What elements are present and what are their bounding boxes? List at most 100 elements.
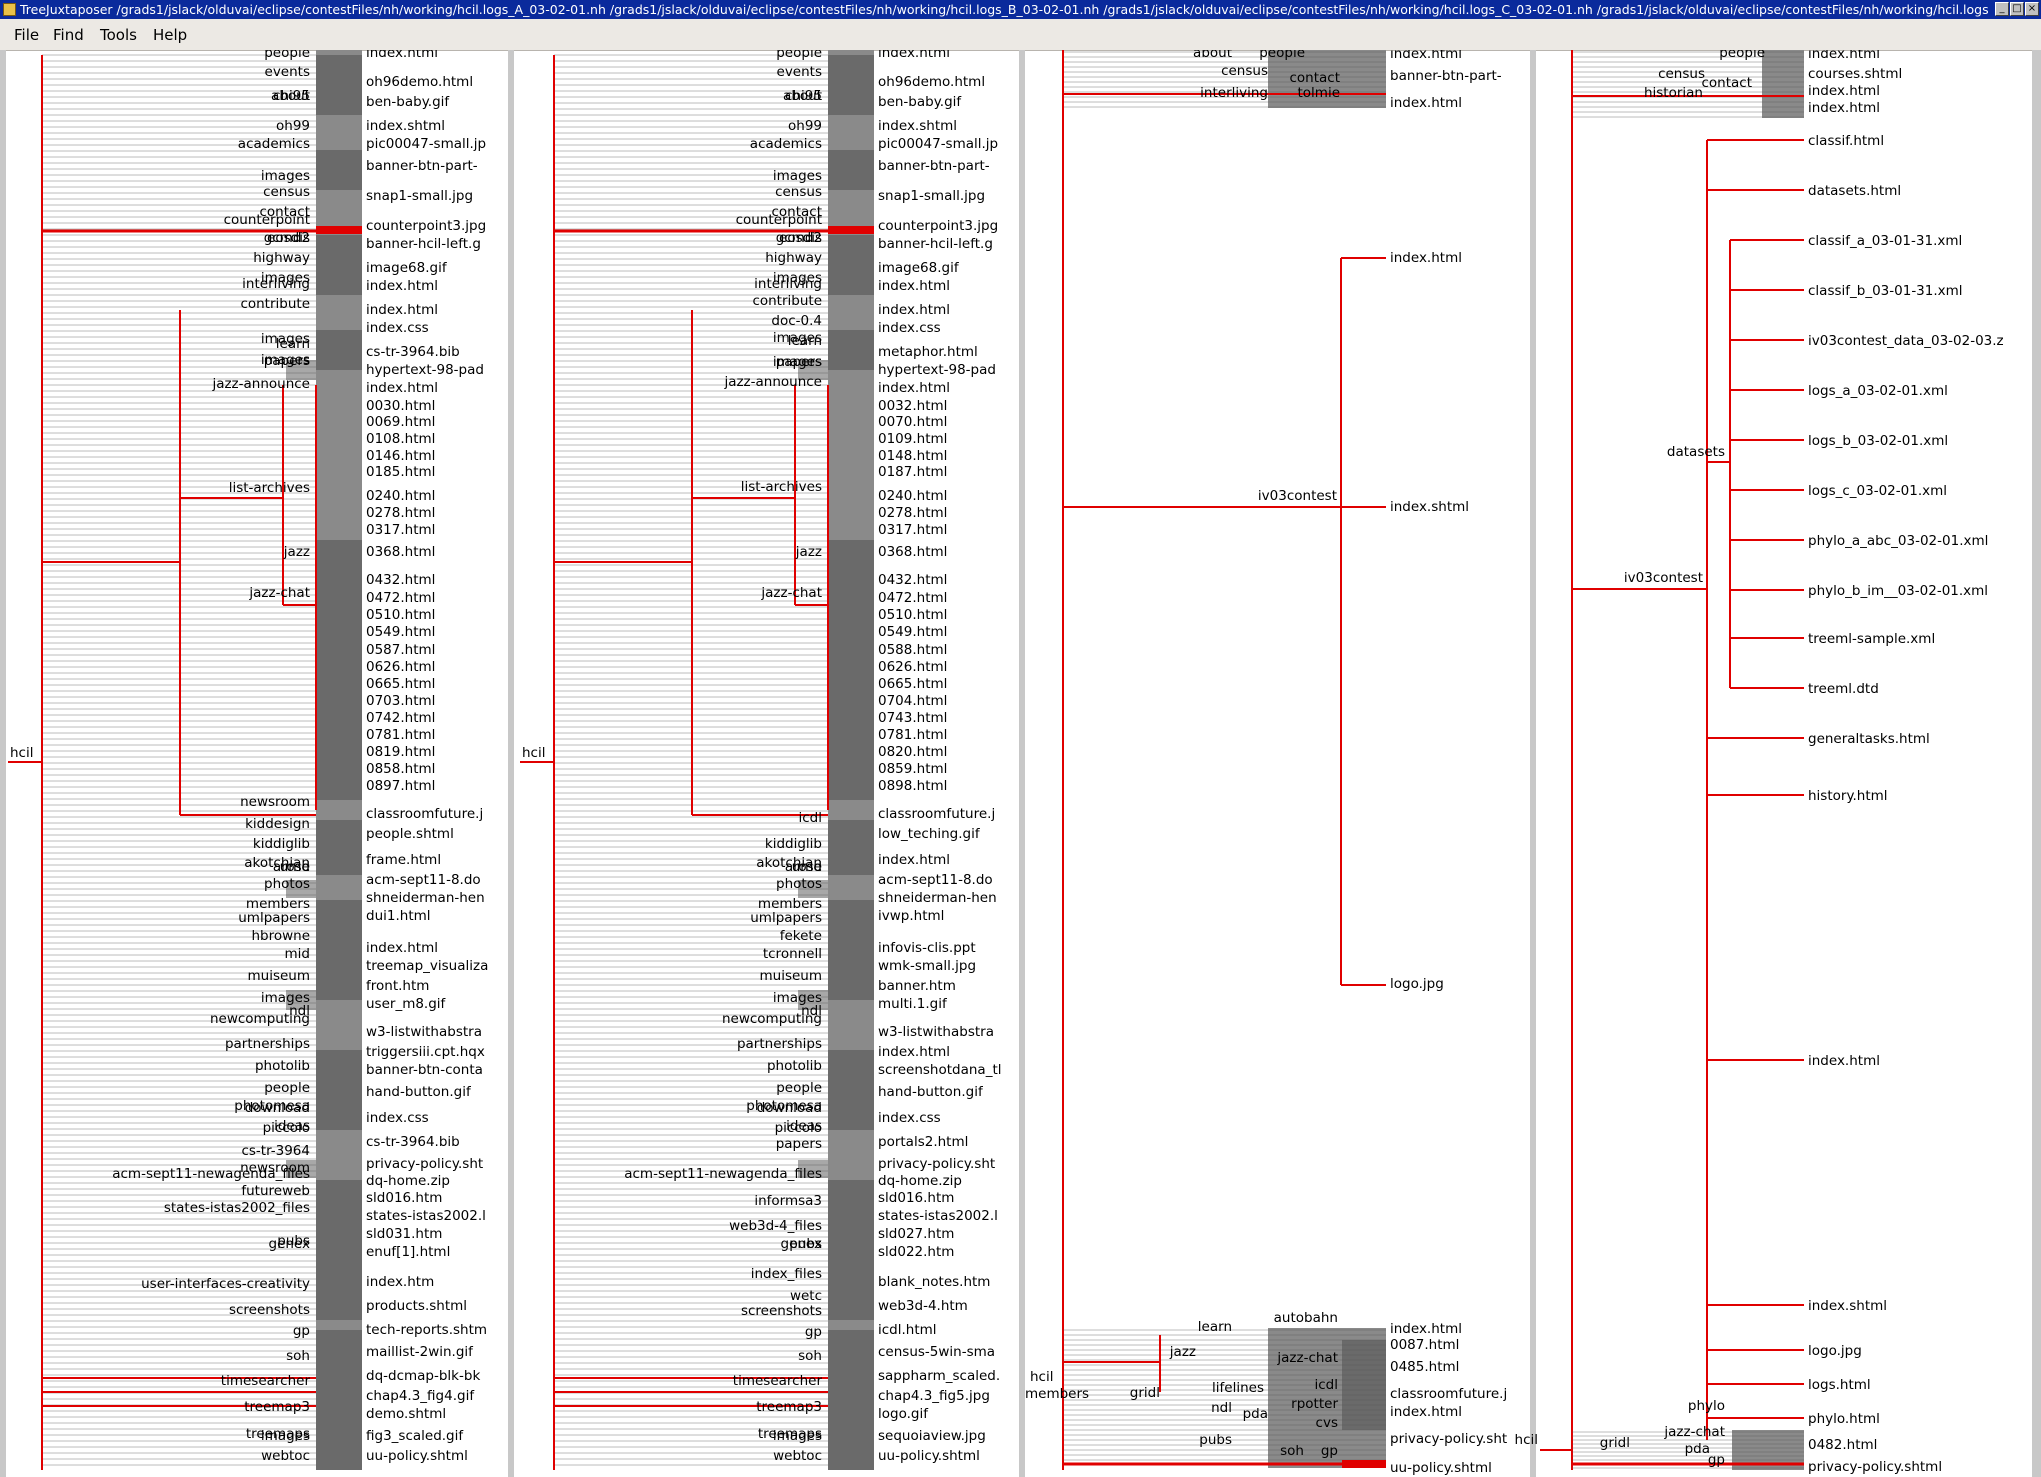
leaf-label[interactable]: index.shtml (1390, 499, 1469, 515)
tree-node-label[interactable]: arose (273, 859, 310, 875)
leaf-label[interactable]: index.html (366, 278, 438, 294)
tree-node-label[interactable]: icdl (1315, 1377, 1339, 1393)
leaf-label[interactable]: dui1.html (366, 908, 431, 924)
leaf-label[interactable]: logs_a_03-02-01.xml (1808, 383, 1948, 399)
tree-node-label[interactable]: people (1719, 50, 1765, 61)
leaf-label[interactable]: 0897.html (366, 778, 435, 794)
leaf-label[interactable]: 0665.html (878, 676, 947, 692)
leaf-label[interactable]: index.shtml (366, 118, 445, 134)
leaf-label[interactable]: 0032.html (878, 398, 947, 414)
leaf-label[interactable]: fig3_scaled.gif (366, 1428, 464, 1444)
leaf-label[interactable]: 0432.html (366, 572, 435, 588)
tree-node-label[interactable]: genex (269, 1236, 311, 1252)
leaf-label[interactable]: history.html (1808, 788, 1888, 804)
tree-canvas[interactable]: hcil people events about chi95 oh99 academics i… (0, 50, 2041, 1477)
tree-node-label[interactable]: papers (776, 354, 822, 370)
tree-node-label[interactable]: people (264, 1080, 310, 1096)
tree-node-label[interactable]: pubs (789, 1236, 822, 1252)
tree-node-label[interactable]: hcil (1515, 1432, 1538, 1448)
tree-node-label[interactable]: kiddesign (245, 816, 310, 832)
leaf-label[interactable]: snap1-small.jpg (878, 188, 985, 204)
tree-node-label[interactable]: umd (792, 859, 822, 875)
tree-node-label[interactable]: gp (1708, 1452, 1725, 1468)
leaf-label[interactable]: products.shtml (366, 1298, 467, 1314)
leaf-label[interactable]: logs_c_03-02-01.xml (1808, 483, 1947, 499)
leaf-label[interactable]: snap1-small.jpg (366, 188, 473, 204)
tree-node-label[interactable]: about (783, 88, 822, 104)
leaf-label[interactable]: 0069.html (366, 414, 435, 430)
leaf-label[interactable]: index.html (878, 1044, 950, 1060)
tree-node-label[interactable]: photolib (255, 1058, 310, 1074)
leaf-label[interactable]: shneiderman-hen (878, 890, 997, 906)
tree-node-label[interactable]: gp (805, 1324, 822, 1340)
leaf-label[interactable]: 0549.html (366, 624, 435, 640)
menu-tools[interactable]: Tools (100, 26, 137, 44)
leaf-label[interactable]: 0588.html (878, 642, 947, 658)
tree-node-label[interactable]: gridl (1600, 1435, 1630, 1451)
leaf-label[interactable]: 0626.html (366, 659, 435, 675)
tree-node-label[interactable]: images (261, 168, 310, 184)
leaf-label[interactable]: multi.1.gif (878, 996, 948, 1012)
leaf-label[interactable]: classif_a_03-01-31.xml (1808, 233, 1962, 249)
tree-node-label[interactable]: learn (276, 336, 310, 352)
tree-node-label[interactable]: pda (1243, 1406, 1268, 1422)
tree-node-label[interactable]: people (776, 1080, 822, 1096)
leaf-label[interactable]: index.html (1808, 100, 1880, 116)
leaf-label[interactable]: 0240.html (366, 488, 435, 504)
leaf-label[interactable]: index.html (1390, 1404, 1462, 1420)
leaf-label[interactable]: index.html (1808, 50, 1880, 62)
tree-node-label[interactable]: gcmd2 (776, 230, 822, 246)
leaf-label[interactable]: acm-sept11-8.do (366, 872, 481, 888)
leaf-label[interactable]: 0472.html (366, 590, 435, 606)
tree-node-label[interactable]: contact (1289, 70, 1340, 86)
tree-node-label[interactable]: newcomputing (722, 1011, 822, 1027)
leaf-label[interactable]: banner-hcil-left.g (878, 236, 993, 252)
tree-node-label[interactable]: photomesa (746, 1098, 822, 1114)
tree-node-label[interactable]: gridl (1130, 1385, 1160, 1401)
tree-node-label[interactable]: kiddiglib (765, 836, 822, 852)
tree-node-label[interactable]: census (1658, 66, 1705, 82)
leaf-label[interactable]: uu-policy.shtml (878, 1448, 980, 1464)
tree-node-label[interactable]: wetc (790, 1288, 822, 1304)
tree-node-label[interactable]: newsroom (240, 1160, 310, 1176)
leaf-label[interactable]: 0704.html (878, 693, 947, 709)
tree-node-label[interactable]: index_files (751, 1266, 822, 1282)
leaf-label[interactable]: 0317.html (366, 522, 435, 538)
tree-node-label[interactable]: ideas (786, 1118, 822, 1134)
leaf-label[interactable]: index.css (878, 320, 941, 336)
tree-node-label[interactable]: pubs (277, 1233, 310, 1249)
leaf-label[interactable]: dq-dcmap-blk-bk (366, 1368, 480, 1384)
leaf-label[interactable]: iv03contest_data_03-02-03.z (1808, 333, 2004, 349)
tree-node-label[interactable]: states-istas2002_files (164, 1200, 310, 1216)
leaf-label[interactable]: 0030.html (366, 398, 435, 414)
tree-node-label[interactable]: events (265, 64, 310, 80)
tree-node-label[interactable]: images (773, 354, 822, 370)
tree-node-label[interactable]: contact (259, 204, 310, 220)
leaf-label[interactable]: metaphor.html (878, 344, 978, 360)
tree-node-label[interactable]: acm-sept11-newagenda_files (624, 1166, 822, 1182)
leaf-label[interactable]: treeml-sample.xml (1808, 631, 1935, 647)
tree-node-label[interactable]: people (1259, 50, 1305, 61)
tree-node-label[interactable]: doc-0.4 (771, 313, 822, 329)
leaf-label[interactable]: ben-baby.gif (366, 94, 450, 110)
tree-node-label[interactable]: contact (771, 204, 822, 220)
tree-node-label[interactable]: umlpapers (238, 910, 310, 926)
leaf-label[interactable]: 0819.html (366, 744, 435, 760)
leaf-label[interactable]: 0087.html (1390, 1337, 1459, 1353)
tree-node-label[interactable]: tolmie (1297, 85, 1340, 101)
leaf-label[interactable]: index.html (878, 50, 950, 61)
leaf-label[interactable]: index.html (1390, 95, 1462, 111)
leaf-label[interactable]: logo.jpg (1808, 1343, 1862, 1359)
tree-node-label[interactable]: pubs (1199, 1432, 1232, 1448)
leaf-label[interactable]: sld022.htm (878, 1244, 954, 1260)
tree-node-label[interactable]: contribute (240, 296, 310, 312)
leaf-label[interactable]: tech-reports.shtm (366, 1322, 487, 1338)
leaf-label[interactable]: banner.htm (878, 978, 956, 994)
leaf-label[interactable]: hypertext-98-pad (366, 362, 484, 378)
leaf-label[interactable]: index.html (1390, 50, 1462, 62)
tree-node-label[interactable]: tcronnell (763, 946, 822, 962)
leaf-label[interactable]: index.html (878, 302, 950, 318)
leaf-label[interactable]: 0482.html (1808, 1437, 1877, 1453)
leaf-label[interactable]: shneiderman-hen (366, 890, 485, 906)
tree-node-label[interactable]: user-interfaces-creativity (141, 1276, 310, 1292)
